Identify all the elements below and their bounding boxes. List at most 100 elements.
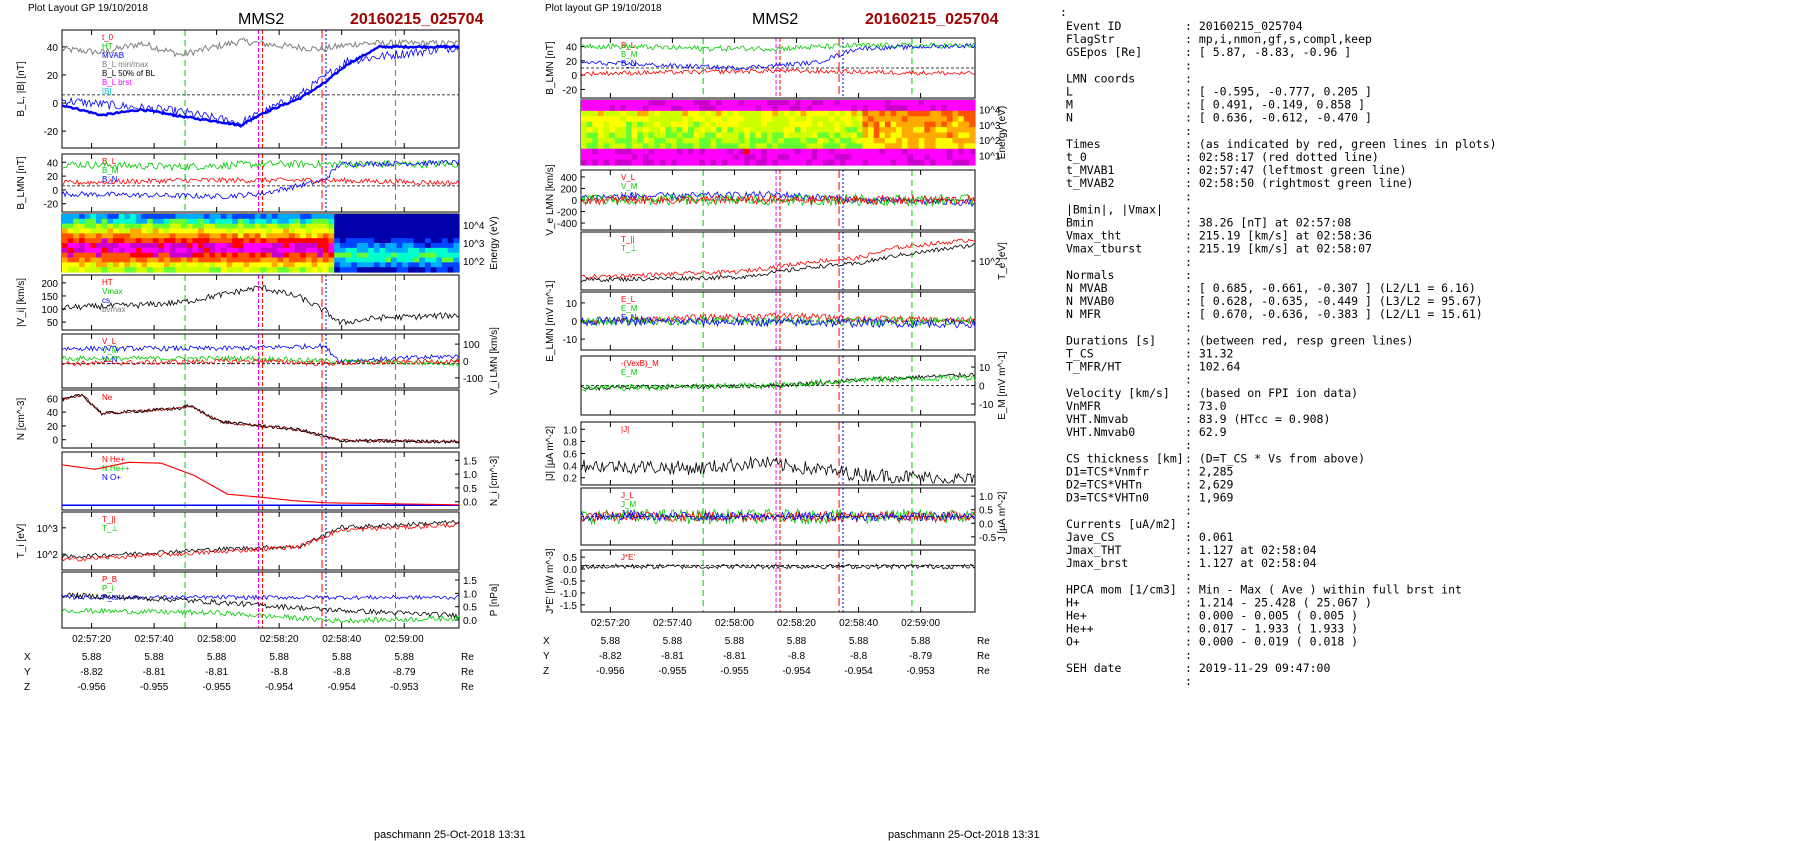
spectrogram-cell (749, 110, 757, 117)
spectrogram-cell (96, 257, 103, 263)
spectrogram-cell (913, 121, 920, 128)
spectrogram-cell (243, 223, 250, 230)
spectrogram-cell (687, 127, 695, 134)
left-y-tick-label: 1.5 (463, 456, 477, 467)
spectrogram-cell (141, 262, 148, 268)
spectrogram-cell (453, 214, 460, 220)
spectrogram-cell (969, 143, 976, 150)
spectrogram-cell (699, 127, 706, 134)
spectrogram-cell (659, 148, 667, 155)
spectrogram-cell (958, 110, 965, 117)
spectrogram-cell (107, 247, 114, 254)
info-value: : mp,i,nmon,gf,s,compl,keep (1185, 32, 1372, 46)
spectrogram-cell (243, 257, 250, 263)
spectrogram-cell (277, 243, 284, 249)
spectrogram-cell (430, 233, 437, 239)
spectrogram-cell (597, 159, 605, 166)
spectrogram-cell (958, 159, 965, 166)
spectrogram-cell (209, 218, 216, 225)
spectrogram-cell (839, 148, 847, 155)
spectrogram-cell (266, 228, 273, 234)
spectrogram-cell (356, 267, 364, 273)
spectrogram-cell (626, 127, 633, 134)
spectrogram-cell (699, 148, 706, 155)
spectrogram-cell (215, 267, 222, 273)
spectrogram-cell (907, 148, 914, 155)
spectrogram-cell (351, 267, 358, 273)
spectrogram-cell (924, 154, 931, 161)
spectrogram-cell (884, 159, 892, 166)
spectrogram-cell (186, 252, 194, 259)
spectrogram-cell (642, 154, 650, 161)
spectrogram-cell (322, 214, 330, 220)
spectrogram-cell (453, 233, 460, 239)
spectrogram-cell (430, 228, 437, 234)
middle-y-tick-label: 10 (566, 299, 578, 310)
spectrogram-cell (671, 148, 678, 155)
left-series-7 (61, 461, 460, 506)
spectrogram-cell (79, 267, 86, 273)
spectrogram-cell (654, 110, 661, 117)
spectrogram-cell (761, 137, 768, 144)
spectrogram-cell (665, 105, 672, 112)
spectrogram-cell (79, 228, 86, 234)
spectrogram-cell (969, 127, 976, 134)
spectrogram-cell (732, 105, 740, 112)
middle-y-tick-label: 0 (979, 382, 985, 393)
spectrogram-cell (351, 228, 358, 234)
spectrogram-cell (901, 105, 909, 112)
spectrogram-cell (676, 121, 683, 128)
spectrogram-cell (192, 257, 199, 263)
spectrogram-cell (687, 132, 695, 139)
spectrogram-cell (946, 127, 954, 134)
spectrogram-cell (345, 267, 352, 273)
spectrogram-cell (648, 100, 655, 107)
left-y-tick-label: -20 (44, 127, 59, 138)
spectrogram-cell (430, 262, 437, 268)
spectrogram-cell (73, 243, 80, 249)
spectrogram-cell (294, 214, 301, 220)
left-coord-value: 5.88 (332, 652, 352, 663)
left-legend-entry: V_M (102, 346, 119, 355)
spectrogram-cell (901, 159, 909, 166)
spectrogram-cell (659, 121, 667, 128)
spectrogram-cell (727, 100, 734, 107)
spectrogram-cell (135, 238, 142, 244)
spectrogram-cell (806, 154, 813, 161)
spectrogram-cell (929, 100, 937, 107)
spectrogram-cell (266, 218, 273, 225)
spectrogram-cell (778, 127, 785, 134)
spectrogram-cell (732, 154, 740, 161)
spectrogram-cell (101, 233, 108, 239)
spectrogram-cell (124, 228, 131, 234)
spectrogram-cell (90, 262, 97, 268)
spectrogram-cell (186, 247, 194, 254)
spectrogram-cell (339, 228, 347, 234)
spectrogram-cell (271, 228, 279, 234)
spectrogram-cell (794, 100, 802, 107)
spectrogram-cell (913, 159, 920, 166)
spectrogram-cell (946, 132, 954, 139)
spectrogram-cell (84, 223, 91, 230)
spectrogram-cell (305, 214, 313, 220)
spectrogram-cell (260, 238, 267, 244)
spectrogram-cell (373, 262, 381, 268)
spectrogram-cell (761, 105, 768, 112)
spectrogram-cell (419, 267, 426, 273)
spectrogram-cell (704, 110, 712, 117)
spectrogram-cell (107, 252, 114, 259)
spectrogram-cell (419, 252, 426, 259)
spectrogram-cell (283, 247, 290, 254)
spectrogram-cell (851, 154, 858, 161)
left-panel-frame (61, 511, 460, 571)
spectrogram-cell (856, 143, 864, 150)
spectrogram-cell (817, 105, 824, 112)
spectrogram-cell (130, 228, 137, 234)
spectrogram-cell (424, 267, 432, 273)
spectrogram-cell (744, 148, 751, 155)
middle-panel-frame (580, 549, 976, 613)
spectrogram-cell (614, 143, 621, 150)
spectrogram-cell (368, 233, 375, 239)
spectrogram-cell (186, 257, 194, 263)
left-y-tick-label: -100 (463, 374, 483, 385)
